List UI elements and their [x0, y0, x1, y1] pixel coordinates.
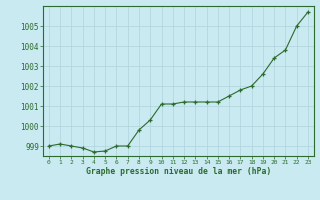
X-axis label: Graphe pression niveau de la mer (hPa): Graphe pression niveau de la mer (hPa) [86, 167, 271, 176]
